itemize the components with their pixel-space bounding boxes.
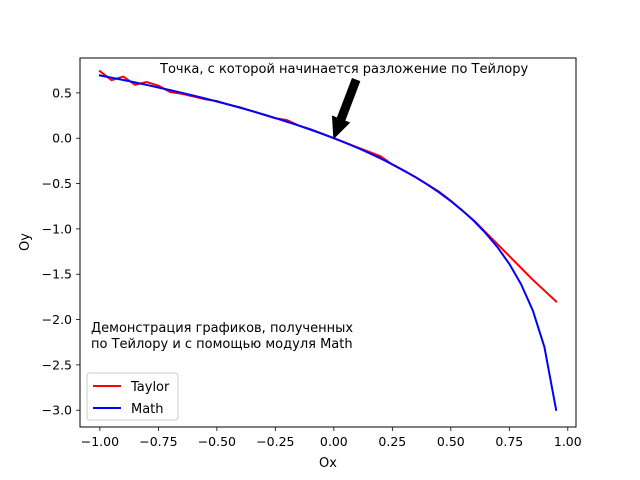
x-tick-label: 0.75: [495, 434, 523, 449]
x-tick-label: 0.00: [320, 434, 348, 449]
plot-area: [80, 58, 576, 427]
arrow-annotation-text: Точка, с которой начинается разложение п…: [159, 62, 528, 77]
description-line-1: Демонстрация графиков, полученных: [91, 321, 353, 336]
x-tick-label: 0.50: [437, 434, 465, 449]
y-tick-label: −3.0: [42, 403, 72, 418]
y-axis-label: Oy: [18, 233, 33, 251]
y-tick-label: −2.5: [42, 357, 72, 372]
x-tick-label: 0.25: [378, 434, 406, 449]
x-tick-label: −0.50: [198, 434, 236, 449]
legend-label-taylor: Taylor: [130, 380, 170, 395]
x-tick-label: 1.00: [554, 434, 582, 449]
x-tick-label: −0.75: [139, 434, 177, 449]
y-tick-label: −2.0: [42, 312, 72, 327]
y-tick-label: −1.5: [42, 267, 72, 282]
description-line-2: по Тейлору и с помощью модуля Math: [91, 337, 353, 352]
y-tick-label: 0.0: [52, 131, 72, 146]
legend-label-math: Math: [131, 402, 164, 417]
y-tick-label: 0.5: [52, 85, 72, 100]
legend: Taylor Math: [87, 373, 178, 420]
x-axis-label: Ox: [319, 456, 337, 471]
y-tick-label: −0.5: [42, 176, 72, 191]
x-tick-label: −1.00: [81, 434, 119, 449]
x-tick-label: −0.25: [256, 434, 294, 449]
y-tick-label: −1.0: [42, 221, 72, 236]
